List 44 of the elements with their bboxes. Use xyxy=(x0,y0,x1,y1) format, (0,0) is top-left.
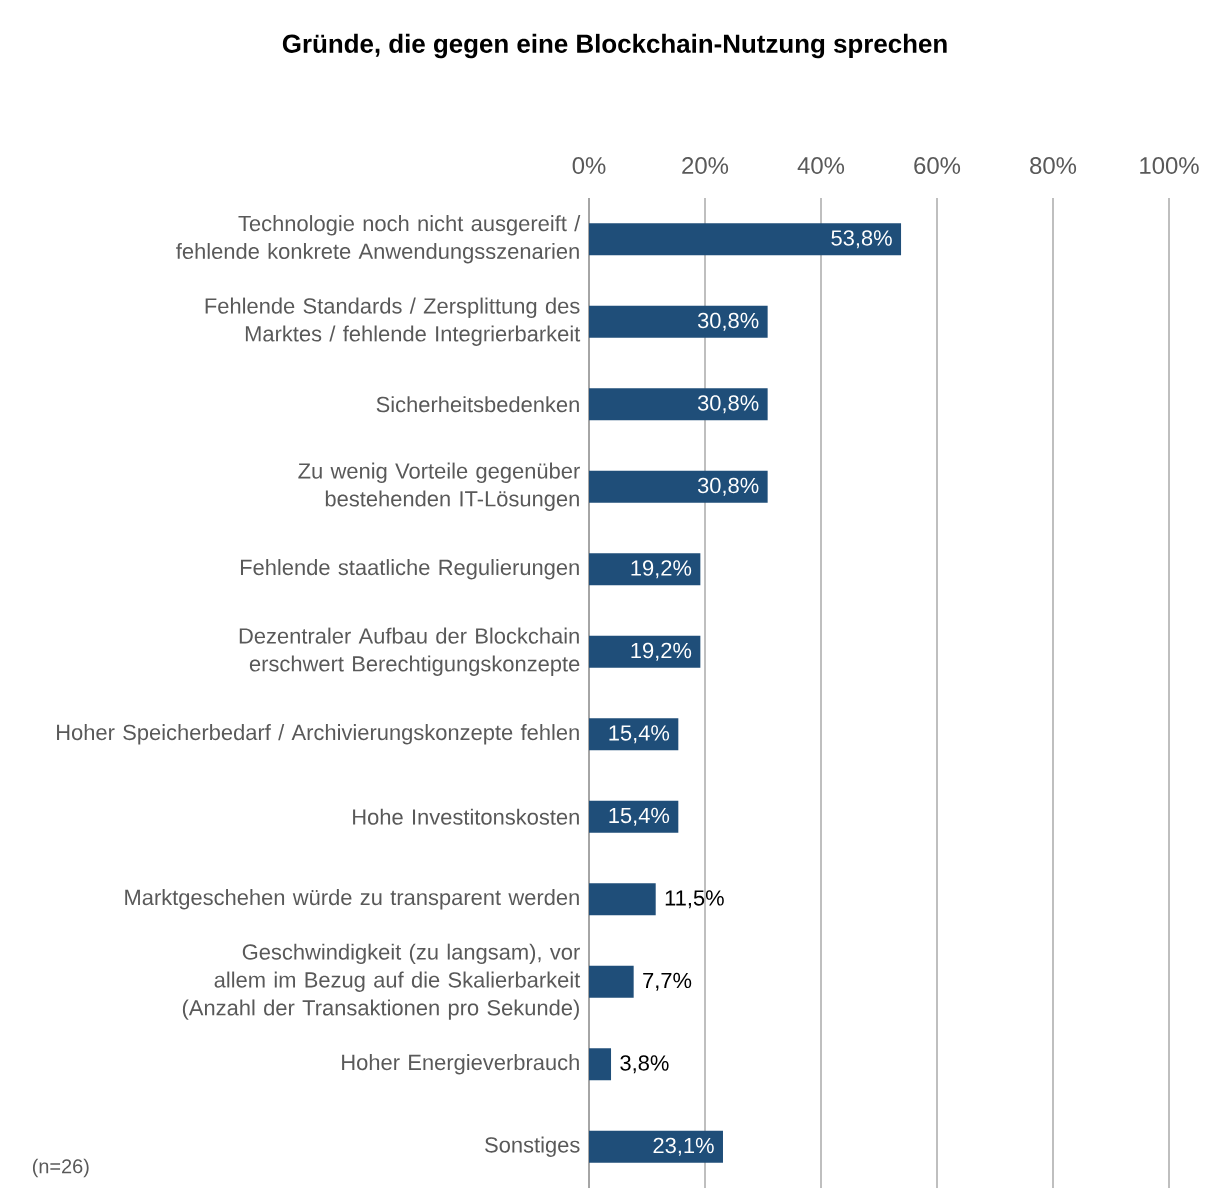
data-label: 7,7% xyxy=(643,972,692,991)
x-tick-label: 80% xyxy=(1030,157,1077,175)
data-label: 3,8% xyxy=(620,1055,669,1074)
data-label: 19,2% xyxy=(631,560,692,579)
bar xyxy=(589,718,679,751)
bar xyxy=(589,635,701,668)
bar xyxy=(589,800,679,833)
data-label: 15,4% xyxy=(609,725,670,744)
x-tick-label: 60% xyxy=(914,157,961,175)
data-label: 30,8% xyxy=(697,395,759,414)
bar xyxy=(589,1048,612,1081)
bar xyxy=(589,223,902,256)
data-label: 30,8% xyxy=(697,312,759,331)
chart-title: Gründe, die gegen eine Blockchain-Nutzung sprechen xyxy=(282,33,947,59)
bar xyxy=(589,553,701,586)
x-tick-label: 0% xyxy=(572,157,606,175)
x-tick-label: 100% xyxy=(1140,157,1199,175)
data-label: 11,5% xyxy=(665,890,724,909)
y-tick-label: Technologie noch nicht ausgereift / fehlende konkrete Anwendungsszenarien xyxy=(176,215,581,264)
y-tick-label: Hoher Speicherbedarf / Archivierungskonzepte fehlen xyxy=(57,724,579,745)
y-tick-label: Sicherheitsbedenken xyxy=(376,396,579,413)
y-tick-label: Fehlende staatliche Regulierungen xyxy=(240,559,579,580)
bar xyxy=(589,388,768,421)
bar xyxy=(589,965,634,998)
y-tick-label: Geschwindigkeit (zu langsam), vor allem im Bezug auf die Skalierbarkeit (Anzahl der Transaktionen pro Sekunde) xyxy=(182,943,581,1020)
y-tick-label: Marktgeschehen würde zu transparent werden xyxy=(125,889,579,910)
text: (n=26) xyxy=(32,1158,89,1178)
bar xyxy=(589,1130,723,1163)
data-label: 15,4% xyxy=(609,807,670,826)
y-tick-label: Hoher Energieverbrauch xyxy=(342,1054,579,1075)
x-tick-label: 40% xyxy=(797,157,845,175)
y-tick-label: Hohe Investitonskosten xyxy=(353,808,579,825)
data-label: 19,2% xyxy=(631,642,692,661)
y-tick-label: Sonstiges xyxy=(485,1136,580,1157)
y-tick-label: Zu wenig Vorteile gegenüber bestehenden IT-Lösungen xyxy=(298,462,580,511)
y-tick-label: Dezentraler Aufbau der Blockchain erschwert Berechtigungskonzepte xyxy=(239,627,580,676)
bar xyxy=(589,470,768,503)
data-label: 30,8% xyxy=(697,477,759,496)
x-tick-label: 20% xyxy=(682,157,729,175)
y-tick-label: Fehlende Standards / Zersplittung des Marktes / fehlende Integrierbarkeit xyxy=(205,297,581,346)
data-label: 23,1% xyxy=(653,1137,714,1156)
bar xyxy=(589,883,656,916)
bar xyxy=(589,305,768,338)
data-label: 53,8% xyxy=(831,230,892,249)
